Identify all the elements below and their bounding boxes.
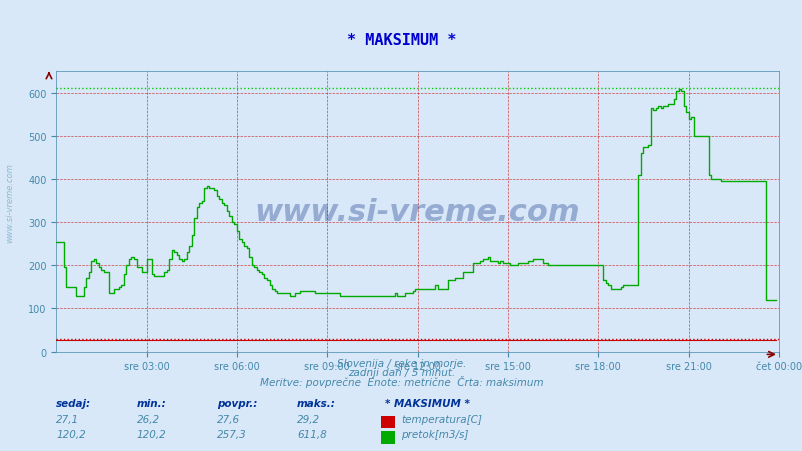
Text: povpr.:: povpr.:: [217, 398, 257, 408]
Text: min.:: min.:: [136, 398, 166, 408]
Text: 611,8: 611,8: [297, 429, 326, 439]
Text: 27,6: 27,6: [217, 414, 240, 423]
Text: zadnji dan / 5 minut.: zadnji dan / 5 minut.: [347, 367, 455, 377]
Text: * MAKSIMUM *: * MAKSIMUM *: [346, 33, 456, 48]
Text: sedaj:: sedaj:: [56, 398, 91, 408]
Text: 29,2: 29,2: [297, 414, 320, 423]
Text: www.si-vreme.com: www.si-vreme.com: [254, 198, 580, 226]
Text: 120,2: 120,2: [136, 429, 166, 439]
Text: maks.:: maks.:: [297, 398, 335, 408]
Text: 120,2: 120,2: [56, 429, 86, 439]
Text: 27,1: 27,1: [56, 414, 79, 423]
Text: * MAKSIMUM *: * MAKSIMUM *: [385, 398, 470, 408]
Text: 257,3: 257,3: [217, 429, 246, 439]
Text: 26,2: 26,2: [136, 414, 160, 423]
Text: www.si-vreme.com: www.si-vreme.com: [5, 163, 14, 243]
Text: Meritve: povprečne  Enote: metrične  Črta: maksimum: Meritve: povprečne Enote: metrične Črta:…: [259, 375, 543, 387]
Text: Slovenija / reke in morje.: Slovenija / reke in morje.: [336, 358, 466, 368]
Text: temperatura[C]: temperatura[C]: [401, 414, 482, 423]
Text: pretok[m3/s]: pretok[m3/s]: [401, 429, 468, 439]
